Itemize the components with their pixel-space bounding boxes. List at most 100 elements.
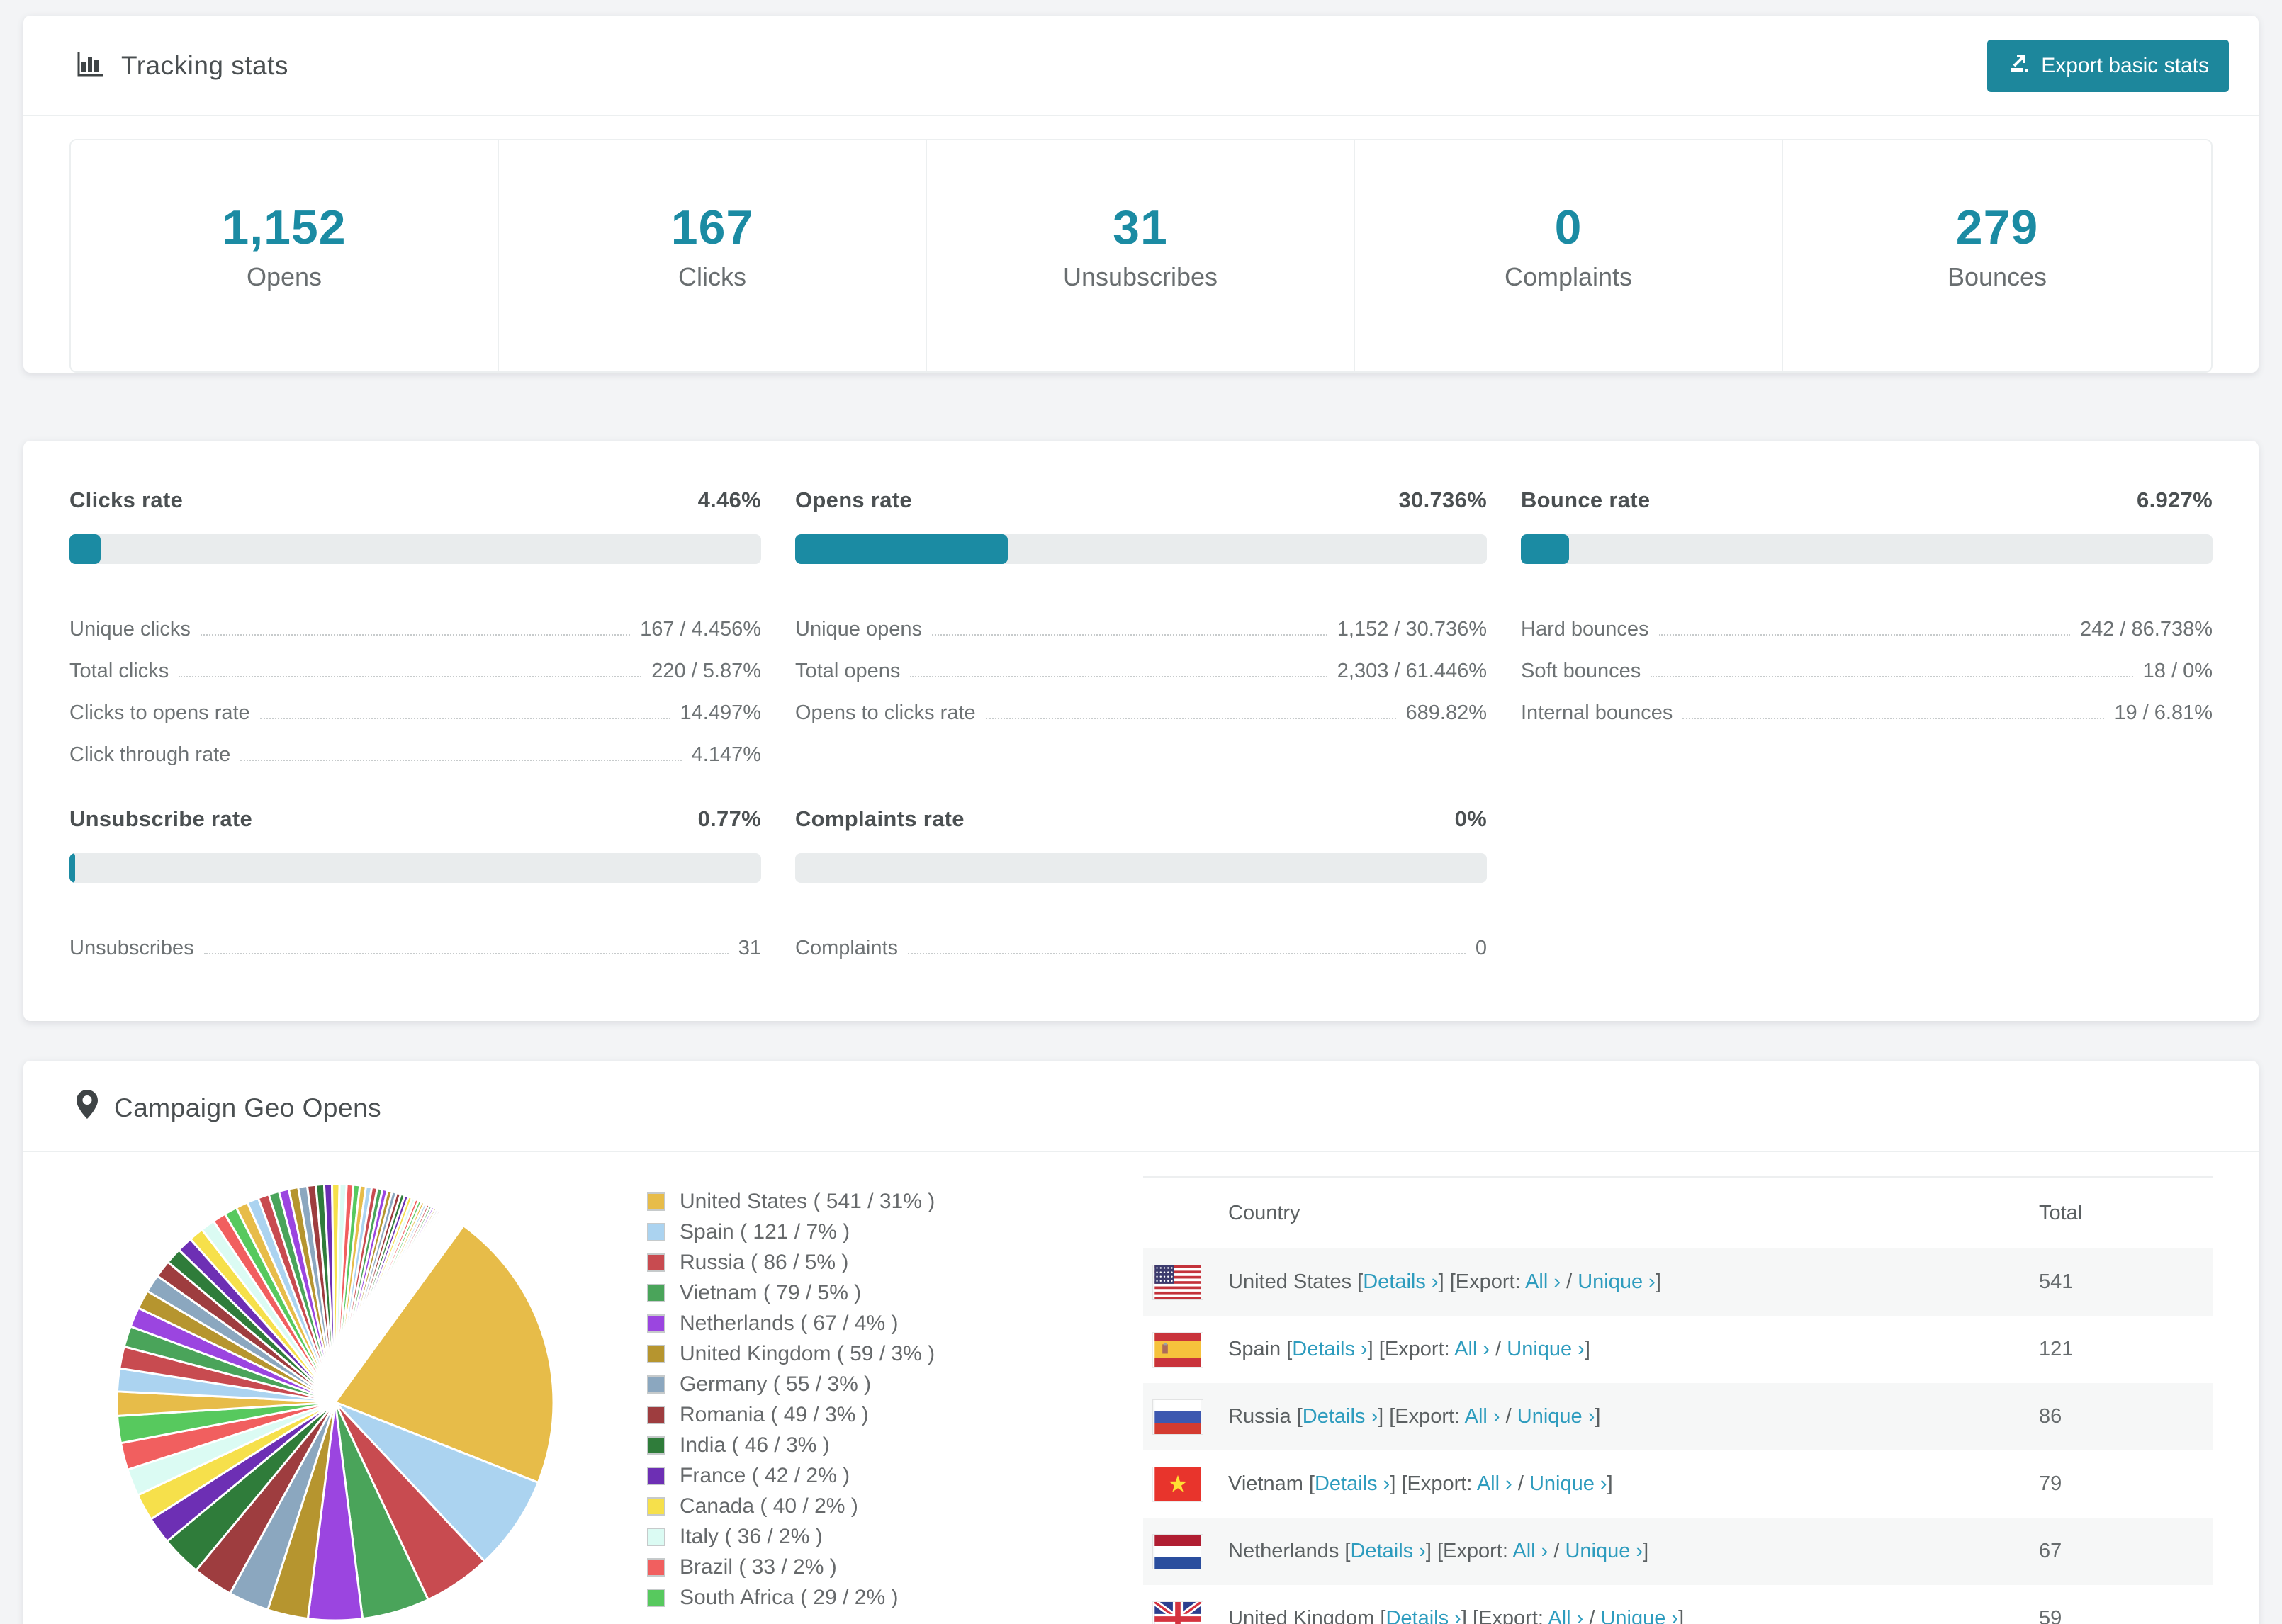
legend-label: Vietnam ( 79 / 5% )	[680, 1280, 862, 1304]
legend-swatch	[647, 1466, 665, 1485]
pie-slice-spain[interactable]	[334, 1401, 539, 1563]
pie-slice-other[interactable]	[334, 1224, 465, 1404]
export-unique-link-spain[interactable]: Unique ›	[1507, 1338, 1585, 1360]
summary-stats-row: 1,152 Opens 167 Clicks 31 Unsubscribes 0 Compla…	[69, 139, 2213, 373]
total-cell: 79	[2039, 1472, 2062, 1495]
total-cell: 86	[2039, 1405, 2062, 1428]
export-unique-link-united-kingdom[interactable]: Unique ›	[1600, 1607, 1679, 1624]
legend-label: France ( 42 / 2% )	[680, 1463, 850, 1487]
details-link-vietnam[interactable]: Details ›	[1314, 1472, 1390, 1495]
geo-table-rows: United States [Details ›] [Export: All ›…	[1143, 1248, 2213, 1624]
detail-label: Total opens	[795, 660, 901, 682]
legend-swatch	[647, 1253, 665, 1272]
export-all-link-spain[interactable]: All ›	[1454, 1338, 1490, 1360]
spain-flag-icon	[1153, 1332, 1203, 1367]
legend-item-germany: Germany ( 55 / 3% )	[647, 1369, 1143, 1399]
export-unique-link-united-states[interactable]: Unique ›	[1578, 1270, 1656, 1293]
progress-bar-complaints-rate	[795, 853, 1487, 883]
geo-table-row-vietnam: Vietnam [Details ›] [Export: All › / Uni…	[1143, 1450, 2213, 1518]
export-unique-link-vietnam[interactable]: Unique ›	[1529, 1472, 1607, 1495]
legend-label: Brazil ( 33 / 2% )	[680, 1555, 837, 1579]
export-all-link-united-kingdom[interactable]: All ›	[1548, 1607, 1584, 1624]
country-column-header: Country	[1228, 1201, 1300, 1224]
legend-item-spain: Spain ( 121 / 7% )	[647, 1217, 1143, 1247]
geo-opens-pie-chart	[116, 1183, 555, 1622]
geo-table-row-united-kingdom: United Kingdom [Details ›] [Export: All …	[1143, 1585, 2213, 1624]
details-link-russia[interactable]: Details ›	[1302, 1405, 1378, 1428]
detail-label: Internal bounces	[1521, 701, 1673, 724]
export-all-link-vietnam[interactable]: All ›	[1476, 1472, 1512, 1495]
progress-fill	[69, 853, 75, 883]
details-link-united-kingdom[interactable]: Details ›	[1386, 1607, 1461, 1624]
tracking-stats-title: Tracking stats	[76, 48, 288, 84]
detail-value: 19 / 6.81%	[2114, 701, 2213, 724]
legend-swatch	[647, 1436, 665, 1455]
rate-detail-total-clicks: Total clicks 220 / 5.87%	[69, 641, 761, 683]
export-unique-link-russia[interactable]: Unique ›	[1517, 1405, 1595, 1428]
rate-title: Unsubscribe rate	[69, 806, 253, 831]
export-all-link-russia[interactable]: All ›	[1464, 1405, 1500, 1428]
detail-value: 689.82%	[1405, 701, 1488, 724]
detail-value: 242 / 86.738%	[2079, 618, 2213, 641]
legend-label: Canada ( 40 / 2% )	[680, 1494, 858, 1518]
export-unique-link-netherlands[interactable]: Unique ›	[1565, 1540, 1643, 1562]
legend-label: Germany ( 55 / 3% )	[680, 1372, 872, 1396]
stat-value: 1,152	[222, 201, 347, 254]
detail-label: Unique opens	[795, 618, 922, 641]
rate-block-complaints-rate: Complaints rate 0% Complaints 0	[795, 806, 1487, 960]
details-link-united-states[interactable]: Details ›	[1363, 1270, 1439, 1293]
dotted-leader	[985, 718, 1396, 719]
legend-label: Russia ( 86 / 5% )	[680, 1250, 849, 1274]
rate-block-unsubscribe-rate: Unsubscribe rate 0.77% Unsubscribes 31	[69, 806, 761, 960]
summary-stat-unsubscribes: 31 Unsubscribes	[927, 140, 1355, 371]
detail-value: 0	[1475, 937, 1487, 959]
rate-detail-total-opens: Total opens 2,303 / 61.446%	[795, 641, 1487, 683]
rate-detail-unsubscribes: Unsubscribes 31	[69, 918, 761, 960]
legend-item-italy: Italy ( 36 / 2% )	[647, 1521, 1143, 1552]
export-all-link-united-states[interactable]: All ›	[1525, 1270, 1561, 1293]
details-link-netherlands[interactable]: Details ›	[1350, 1540, 1426, 1562]
legend-swatch	[647, 1588, 665, 1607]
legend-item-russia: Russia ( 86 / 5% )	[647, 1247, 1143, 1278]
dotted-leader	[200, 634, 631, 636]
export-all-link-netherlands[interactable]: All ›	[1512, 1540, 1548, 1562]
stat-label: Opens	[246, 262, 322, 291]
geo-pie-legend: United States ( 541 / 31% ) Spain ( 121 /…	[647, 1176, 1143, 1613]
legend-label: India ( 46 / 3% )	[680, 1433, 830, 1457]
vietnam-flag-icon	[1153, 1467, 1203, 1501]
rate-detail-internal-bounces: Internal bounces 19 / 6.81%	[1521, 683, 2213, 725]
geo-pie-area	[23, 1176, 647, 1623]
rate-detail-complaints: Complaints 0	[795, 918, 1487, 960]
export-icon	[2007, 51, 2031, 81]
stat-label: Clicks	[678, 262, 746, 291]
country-cell: Vietnam [Details ›] [Export: All › / Uni…	[1228, 1472, 1613, 1495]
legend-swatch	[647, 1405, 665, 1424]
progress-bar-unsubscribe-rate	[69, 853, 761, 883]
rate-detail-unique-clicks: Unique clicks 167 / 4.456%	[69, 599, 761, 641]
legend-label: United States ( 541 / 31% )	[680, 1189, 935, 1213]
rate-title: Complaints rate	[795, 806, 965, 831]
detail-label: Complaints	[795, 937, 899, 959]
legend-label: Italy ( 36 / 2% )	[680, 1524, 823, 1548]
summary-stat-complaints: 0 Complaints	[1355, 140, 1783, 371]
rate-detail-soft-bounces: Soft bounces 18 / 0%	[1521, 641, 2213, 683]
details-link-spain[interactable]: Details ›	[1292, 1338, 1368, 1360]
export-basic-stats-button[interactable]: Export basic stats	[1987, 40, 2229, 92]
legend-swatch	[647, 1344, 665, 1363]
total-column-header: Total	[2039, 1201, 2083, 1224]
detail-value: 220 / 5.87%	[651, 660, 761, 682]
dotted-leader	[179, 676, 642, 677]
geo-table-row-russia: Russia [Details ›] [Export: All › / Uniq…	[1143, 1383, 2213, 1450]
detail-label: Click through rate	[69, 743, 231, 766]
progress-fill	[795, 534, 1008, 564]
dotted-leader	[1658, 634, 2070, 636]
legend-label: United Kingdom ( 59 / 3% )	[680, 1341, 935, 1365]
stat-value: 0	[1554, 201, 1583, 254]
geo-table-header: Country Total	[1143, 1178, 2213, 1248]
detail-label: Hard bounces	[1521, 618, 1649, 641]
rate-title: Clicks rate	[69, 487, 184, 512]
total-cell: 59	[2039, 1607, 2062, 1624]
detail-value: 1,152 / 30.736%	[1337, 618, 1487, 641]
dotted-leader	[1651, 676, 2133, 677]
legend-swatch	[647, 1192, 665, 1211]
